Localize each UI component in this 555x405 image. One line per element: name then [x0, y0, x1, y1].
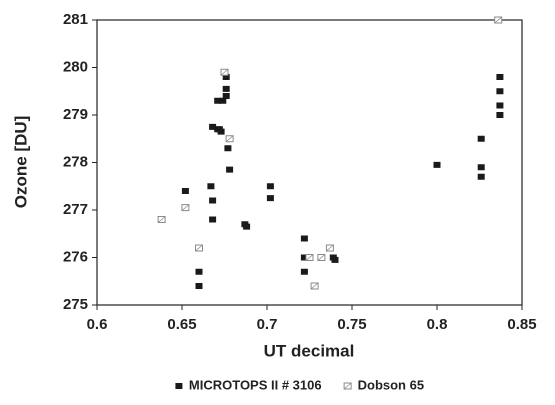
- point: [496, 88, 504, 95]
- point: [300, 254, 308, 261]
- point: [226, 166, 234, 173]
- x-tick-label: 0.65: [167, 316, 196, 333]
- point: [331, 256, 339, 263]
- point: [209, 123, 217, 130]
- point: [477, 135, 485, 142]
- point: [222, 74, 230, 80]
- y-tick-label: 279: [63, 106, 88, 123]
- point: [207, 183, 215, 190]
- point: [195, 268, 203, 275]
- point: [209, 197, 217, 204]
- point: [222, 85, 230, 92]
- x-tick-label: 0.7: [257, 316, 278, 333]
- x-tick-label: 0.75: [337, 316, 366, 333]
- point: [219, 97, 227, 104]
- point: [224, 145, 232, 152]
- y-axis-label: Ozone [DU]: [11, 116, 30, 209]
- y-tick-label: 278: [63, 153, 88, 170]
- point: [317, 254, 326, 261]
- point: [243, 223, 251, 230]
- point: [214, 97, 222, 104]
- point: [305, 254, 314, 261]
- point: [496, 112, 504, 118]
- point: [496, 74, 504, 80]
- legend-label: MICROTOPS II # 3106: [189, 377, 322, 392]
- x-tick-label: 0.85: [507, 316, 536, 333]
- point: [181, 204, 190, 212]
- point: [181, 188, 189, 194]
- legend-marker: [343, 382, 352, 390]
- point: [266, 183, 274, 190]
- point: [300, 268, 308, 275]
- point: [157, 216, 166, 223]
- point: [220, 68, 229, 76]
- y-tick-label: 275: [63, 296, 88, 313]
- point: [215, 126, 223, 133]
- point: [195, 283, 203, 289]
- point: [496, 102, 504, 109]
- point: [494, 16, 503, 24]
- x-tick-label: 0.6: [87, 316, 108, 333]
- point: [433, 161, 441, 168]
- y-tick-label: 281: [63, 11, 88, 28]
- point: [222, 93, 230, 99]
- legend-marker: [175, 383, 183, 389]
- point: [225, 135, 234, 143]
- y-tick-label: 280: [63, 58, 88, 75]
- point: [209, 216, 217, 223]
- y-tick-label: 276: [63, 248, 88, 265]
- y-tick-label: 277: [63, 201, 88, 218]
- point: [300, 235, 308, 242]
- x-tick-label: 0.8: [427, 316, 448, 333]
- plot-frame: [96, 19, 523, 306]
- point: [477, 164, 485, 171]
- legend-label: Dobson 65: [358, 377, 424, 392]
- point: [325, 244, 334, 252]
- point: [195, 244, 203, 252]
- point: [310, 282, 319, 290]
- point: [477, 173, 485, 180]
- x-axis-label: UT decimal: [264, 341, 355, 360]
- point: [266, 195, 274, 202]
